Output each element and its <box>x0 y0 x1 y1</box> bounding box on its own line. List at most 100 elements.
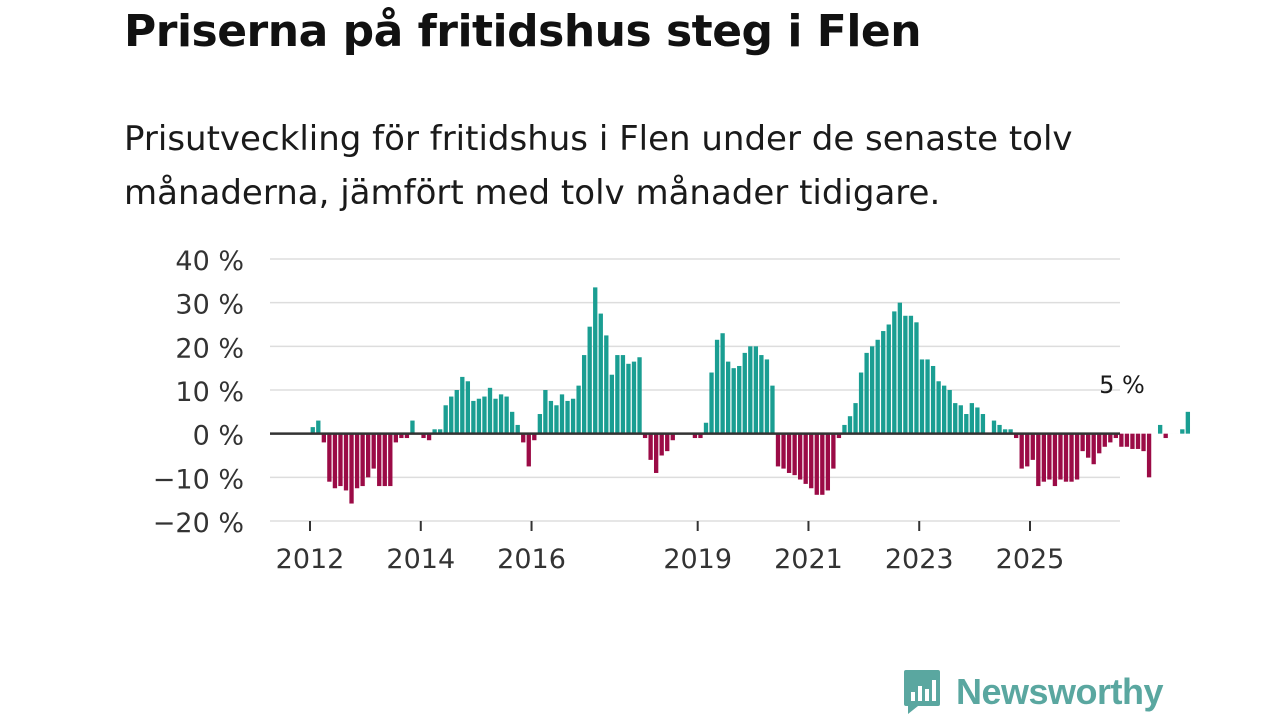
bar <box>892 311 897 434</box>
bar <box>537 414 543 434</box>
bar <box>864 352 869 434</box>
y-tick-label: −10 % <box>153 464 244 495</box>
bar <box>1002 429 1008 434</box>
bar <box>875 339 880 434</box>
x-tick-label: 2019 <box>663 544 732 575</box>
bar <box>327 433 332 482</box>
bar <box>1063 433 1069 482</box>
x-tick-label: 2025 <box>996 544 1065 575</box>
bar <box>803 433 808 484</box>
y-tick-label: −20 % <box>153 508 244 539</box>
bar <box>764 359 770 434</box>
bar <box>443 405 448 434</box>
bar <box>842 424 847 434</box>
bar <box>1052 433 1058 487</box>
bar <box>548 400 554 434</box>
bar <box>1163 433 1168 439</box>
bar <box>792 433 797 476</box>
bar <box>1124 433 1130 447</box>
bar <box>504 396 509 434</box>
bar <box>498 394 504 434</box>
bar <box>814 433 819 495</box>
bar <box>593 287 598 434</box>
bar <box>737 365 742 434</box>
bar <box>1146 433 1152 478</box>
bar <box>1008 429 1013 434</box>
bar <box>781 433 786 469</box>
newsworthy-logo: Newsworthy <box>902 668 1164 716</box>
bar <box>449 396 454 434</box>
bar <box>1080 433 1085 452</box>
chart-title: Priserna på fritidshus steg i Flen <box>124 6 922 57</box>
bar <box>493 398 498 434</box>
bar <box>570 398 576 434</box>
bar <box>1102 433 1107 447</box>
bar <box>775 433 781 467</box>
bar <box>631 361 637 434</box>
bar <box>343 433 349 491</box>
bar <box>1119 433 1124 447</box>
bar <box>881 331 886 434</box>
bar <box>825 433 831 491</box>
bar <box>748 346 753 434</box>
bar <box>753 346 759 434</box>
bar <box>598 313 603 434</box>
bar <box>321 433 327 443</box>
bar <box>1041 433 1047 482</box>
bar <box>604 335 609 434</box>
bar <box>797 433 803 480</box>
bar <box>947 390 952 434</box>
bar <box>476 398 482 434</box>
bar <box>847 416 853 434</box>
bar <box>1141 433 1146 452</box>
bar <box>836 433 842 439</box>
bar <box>543 390 548 434</box>
bar <box>377 433 382 487</box>
bar <box>471 400 476 434</box>
y-tick-label: 0 % <box>193 421 244 452</box>
bar <box>714 339 720 434</box>
bar <box>565 400 570 434</box>
bar <box>786 433 792 473</box>
bar <box>659 433 664 456</box>
y-tick-label: 40 % <box>175 246 244 277</box>
bar <box>526 433 531 467</box>
bar <box>869 346 875 434</box>
bar <box>620 355 626 434</box>
bar <box>709 372 714 434</box>
bar <box>609 374 615 434</box>
x-tick-label: 2023 <box>885 544 954 575</box>
x-axis: 2012 2014 2016 2019 2021 2023 2025 <box>276 521 1065 575</box>
bar <box>953 403 958 434</box>
bar <box>964 414 969 434</box>
bar <box>360 433 365 487</box>
y-tick-label: 10 % <box>175 377 244 408</box>
bar <box>1030 433 1035 460</box>
bar <box>975 407 980 434</box>
bar <box>886 324 891 434</box>
bar <box>1013 433 1019 439</box>
chart-subtitle: Prisutveckling för fritidshus i Flen und… <box>124 119 1073 213</box>
bar <box>421 433 426 439</box>
bar <box>410 420 415 434</box>
bar <box>1074 433 1080 480</box>
bar <box>1047 433 1052 480</box>
bar <box>858 372 864 434</box>
bar <box>554 405 559 434</box>
bar <box>426 433 432 441</box>
bar <box>1097 433 1102 454</box>
bar <box>382 433 387 487</box>
bar <box>642 433 648 439</box>
bar <box>460 376 465 434</box>
bar <box>919 359 925 434</box>
bar <box>509 411 515 434</box>
bars <box>310 287 1191 504</box>
bar <box>703 422 709 434</box>
bar-chart-speech-bubble-icon <box>904 670 940 714</box>
y-tick-label: 30 % <box>175 290 244 321</box>
bar <box>1135 433 1141 449</box>
bar <box>371 433 376 469</box>
bar <box>770 385 775 434</box>
bar <box>354 433 360 489</box>
bar <box>432 429 437 434</box>
